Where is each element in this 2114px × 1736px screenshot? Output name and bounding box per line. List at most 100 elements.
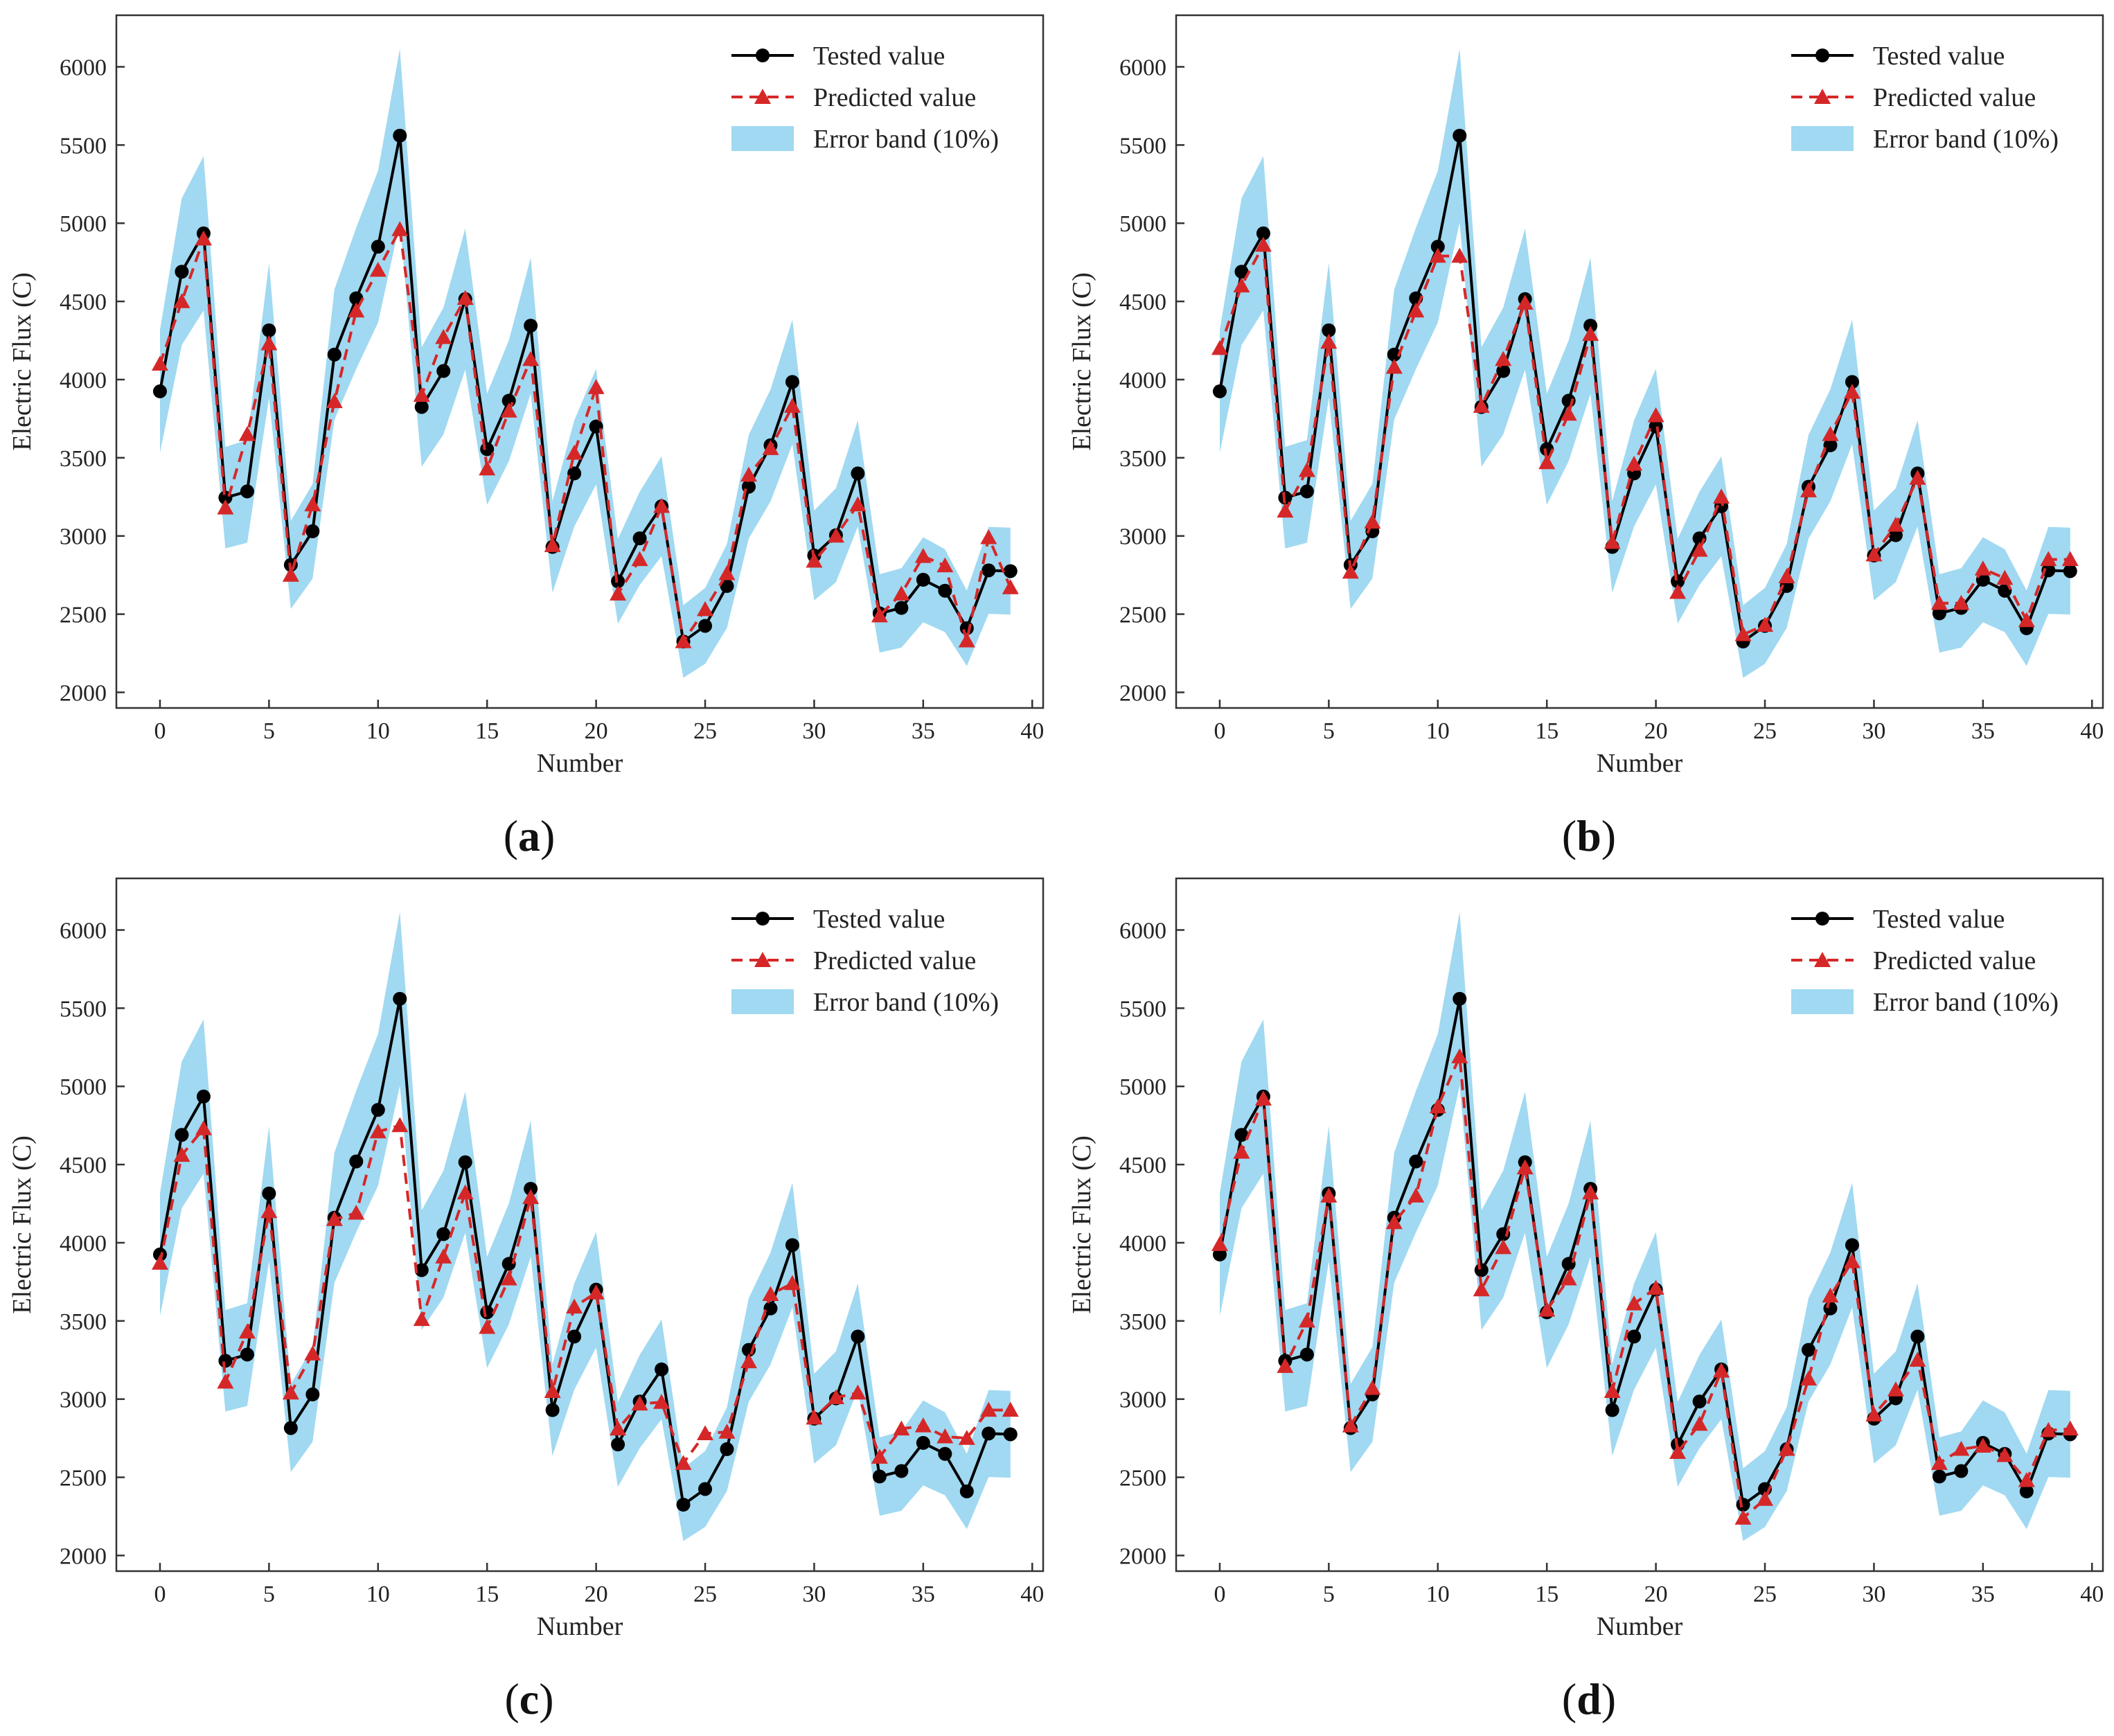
predicted-point <box>413 1311 430 1327</box>
x-tick-label: 40 <box>2080 1582 2104 1607</box>
panel-label-close: ) <box>1601 811 1616 860</box>
predicted-point <box>1669 1444 1687 1460</box>
predicted-point <box>435 329 452 344</box>
legend-label-tested: Tested value <box>1873 905 2005 934</box>
predicted-value-line <box>159 1124 1011 1465</box>
predicted-point <box>1930 594 1948 610</box>
tested-point <box>1003 564 1018 578</box>
predicted-point <box>1451 1048 1468 1063</box>
predicted-value-line <box>1218 1055 2070 1520</box>
tested-point <box>959 1484 974 1498</box>
predicted-point <box>348 1205 365 1220</box>
y-tick-label: 2500 <box>1119 1466 1166 1491</box>
tested-point <box>2063 564 2077 578</box>
x-tick-label: 15 <box>1535 1582 1558 1607</box>
predicted-point <box>1211 339 1228 355</box>
predicted-point <box>1996 1446 2014 1462</box>
tested-point <box>1845 375 1859 389</box>
predicted-point <box>675 633 692 648</box>
x-tick-label: 5 <box>263 1582 275 1607</box>
predicted-value-line <box>1218 243 2070 636</box>
tested-point <box>1496 364 1511 378</box>
predicted-point <box>413 387 430 402</box>
tested-point <box>262 323 276 337</box>
predicted-point <box>2018 1472 2035 1487</box>
predicted-point <box>1473 398 1490 413</box>
y-tick-label: 2500 <box>60 1466 107 1491</box>
x-axis-label: Number <box>537 1612 623 1641</box>
tested-point <box>1823 1301 1838 1316</box>
predicted-point <box>326 1211 343 1226</box>
tested-point <box>436 364 451 378</box>
y-tick-label: 4000 <box>1119 1231 1166 1257</box>
predicted-point <box>631 1395 648 1411</box>
tested-point <box>1299 484 1314 499</box>
predicted-point <box>479 1318 496 1334</box>
y-tick-label: 5500 <box>1119 996 1166 1022</box>
tested-point <box>1234 265 1249 279</box>
tested-point <box>1845 1238 1859 1252</box>
tested-point <box>480 1305 495 1320</box>
plot-frame <box>1175 14 2104 709</box>
tested-point <box>1932 1469 1946 1484</box>
x-tick-label: 25 <box>693 718 717 744</box>
tested-point <box>894 1464 909 1478</box>
predicted-point <box>936 1428 954 1444</box>
predicted-point <box>369 261 387 277</box>
y-tick-label: 3000 <box>1119 524 1166 550</box>
tested-point <box>1474 1263 1489 1277</box>
predicted-point <box>936 557 954 573</box>
predicted-point <box>391 1117 409 1133</box>
predicted-point <box>1713 1363 1730 1378</box>
x-tick-label: 25 <box>1753 1582 1777 1607</box>
tested-point <box>1453 991 1467 1006</box>
predicted-point <box>1538 454 1556 470</box>
predicted-point <box>871 1449 888 1464</box>
predicted-point <box>566 445 583 460</box>
predicted-point <box>1277 1358 1294 1373</box>
predicted-point <box>456 290 474 305</box>
tested-point <box>1453 128 1467 143</box>
x-tick-label: 35 <box>1971 1582 1995 1607</box>
tested-value-line <box>159 134 1011 644</box>
chart-panel-b: 0 5 10 15 20 25 30 35 40 2000 2500 3000 3500 4000 4500… <box>1067 14 2104 860</box>
predicted-point <box>871 607 888 623</box>
predicted-point <box>1800 1370 1817 1385</box>
tested-point <box>1954 1464 1969 1478</box>
predicted-point <box>1996 569 2014 585</box>
predicted-point <box>1909 1352 1926 1367</box>
legend-predicted-marker <box>1814 89 1831 104</box>
predicted-point <box>1473 1281 1490 1297</box>
x-tick-label: 10 <box>366 1582 390 1607</box>
chart-panel-a: 0 5 10 15 20 25 30 35 40 2000 2500 3000 3500 4000 4500… <box>8 14 1044 860</box>
tested-point <box>981 563 996 578</box>
predicted-point <box>1604 533 1621 549</box>
panel-label-open: ( <box>1562 1674 1576 1724</box>
predicted-point <box>544 1383 561 1399</box>
predicted-point <box>151 355 168 371</box>
y-tick-label: 4500 <box>1119 1153 1166 1178</box>
tested-point <box>196 1089 211 1104</box>
predicted-point <box>675 1455 692 1470</box>
y-tick-label: 2500 <box>1119 603 1166 628</box>
predicted-point <box>1865 1406 1883 1421</box>
tested-point <box>1801 1343 1815 1357</box>
predicted-point <box>1233 1144 1250 1159</box>
tested-point <box>175 265 189 279</box>
panel-label: (a) <box>504 811 556 860</box>
tested-point <box>1692 1394 1707 1409</box>
panel-label-open: ( <box>1562 811 1576 860</box>
predicted-point <box>1516 1159 1534 1175</box>
tested-point <box>349 1154 364 1169</box>
x-tick-label: 25 <box>1753 718 1777 744</box>
legend-label-predicted: Predicted value <box>1873 83 2036 112</box>
tested-point <box>218 1354 233 1368</box>
predicted-point <box>783 398 801 413</box>
predicted-point <box>391 221 409 236</box>
tested-point <box>1234 1128 1249 1142</box>
predicted-point <box>435 1248 452 1264</box>
y-tick-label: 2000 <box>60 1543 107 1569</box>
predicted-point <box>1385 1214 1403 1230</box>
y-tick-label: 6000 <box>60 918 107 944</box>
predicted-point <box>783 1275 801 1291</box>
